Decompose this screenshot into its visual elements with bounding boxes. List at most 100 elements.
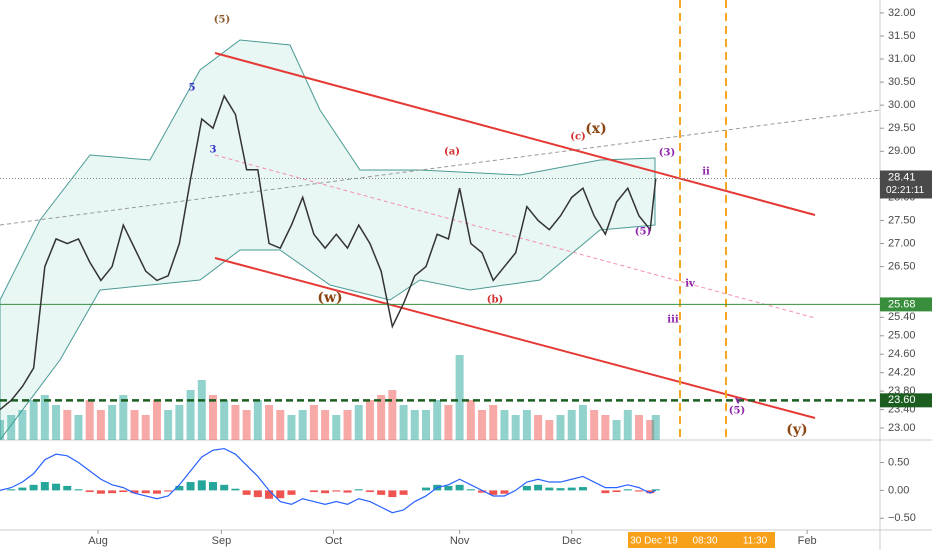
volume-bar: [197, 380, 206, 440]
macd-histogram: [175, 485, 184, 491]
macd-histogram: [578, 487, 587, 491]
volume-bar: [500, 410, 509, 440]
x-tick-label: Oct: [325, 535, 342, 547]
wave-label: 5: [189, 83, 196, 94]
macd-histogram: [612, 490, 621, 493]
volume-bar: [130, 410, 139, 440]
volume-bar: [612, 420, 621, 440]
x-tick-label: Aug: [88, 535, 108, 547]
volume-bar: [478, 410, 487, 440]
wave-label: iii: [667, 315, 679, 326]
volume-bar: [175, 405, 184, 440]
macd-tick-label: 0.50: [888, 456, 909, 468]
macd-histogram: [287, 490, 296, 495]
volume-bar: [74, 415, 83, 440]
macd-histogram: [646, 490, 655, 494]
volume-bar: [85, 400, 94, 440]
volume-bar: [377, 395, 386, 440]
channel-upper: [214, 52, 816, 216]
macd-histogram: [63, 485, 72, 491]
macd-histogram: [478, 490, 487, 493]
macd-histogram: [388, 490, 397, 498]
volume-bar: [253, 400, 262, 440]
volume-bar: [298, 410, 307, 440]
macd-histogram: [651, 489, 660, 491]
macd-histogram: [108, 490, 117, 494]
volume-bar: [220, 400, 229, 440]
volume-bar: [186, 390, 195, 440]
macd-histogram: [500, 490, 509, 494]
volume-bar: [421, 410, 430, 440]
macd-histogram: [522, 485, 531, 491]
volume-bar: [164, 410, 173, 440]
crosshair-label: 30 Dec '19: [630, 536, 678, 547]
volume-bar: [29, 400, 38, 440]
volume-bar: [601, 415, 610, 440]
wave-label: (x): [585, 121, 607, 137]
macd-histogram: [332, 490, 341, 492]
volume-bar: [455, 355, 464, 440]
y-tick-label: 31.00: [888, 53, 916, 65]
x-tick-label: Feb: [798, 535, 817, 547]
macd-histogram: [231, 488, 240, 491]
wave-label: (w): [317, 290, 342, 306]
macd-histogram: [119, 490, 128, 493]
volume-bar: [399, 405, 408, 440]
macd-histogram: [265, 490, 274, 499]
volume-bar: [466, 400, 475, 440]
volume-bar: [152, 400, 161, 440]
volume-bar: [410, 410, 419, 440]
volume-bar: [590, 410, 599, 440]
volume-bar: [231, 405, 240, 440]
wave-label: (5): [729, 406, 745, 417]
macd-histogram: [343, 490, 352, 493]
volume-bar: [287, 415, 296, 440]
volume-bar: [119, 395, 128, 440]
macd-histogram: [556, 488, 565, 491]
macd-histogram: [85, 490, 94, 493]
wave-label: 3: [210, 145, 217, 156]
macd-histogram: [377, 490, 386, 495]
wave-label: (b): [487, 295, 503, 306]
volume-bar: [52, 405, 61, 440]
volume-bar: [40, 395, 49, 440]
volume-bar: [242, 410, 251, 440]
y-tick-label: 27.50: [888, 214, 916, 226]
wave-label: (a): [444, 147, 460, 158]
channel-lower: [214, 257, 816, 419]
macd-histogram: [601, 490, 610, 494]
y-tick-label: 29.00: [888, 145, 916, 157]
macd-histogram: [197, 480, 206, 491]
x-tick-label: Nov: [450, 535, 470, 547]
volume-bar: [534, 415, 543, 440]
macd-histogram: [354, 489, 363, 491]
volume-bar: [265, 405, 274, 440]
volume-bar: [623, 410, 632, 440]
wave-label: ii: [702, 167, 710, 178]
wave-label: v: [734, 396, 742, 407]
y-tick-label: 29.50: [888, 122, 916, 134]
volume-bar: [365, 400, 374, 440]
macd-histogram: [634, 490, 643, 492]
volume-bar: [444, 405, 453, 440]
macd-histogram: [164, 490, 173, 492]
volume-bar: [511, 415, 520, 440]
wave-label: iv: [685, 279, 696, 290]
volume-bar: [208, 395, 217, 440]
y-tick-label: 24.20: [888, 367, 916, 379]
volume-bar: [108, 405, 117, 440]
macd-histogram: [96, 490, 105, 494]
macd-histogram: [7, 489, 16, 491]
macd-histogram: [141, 490, 150, 494]
macd-histogram: [40, 482, 49, 491]
volume-bar: [545, 420, 554, 440]
volume-bar: [354, 405, 363, 440]
macd-histogram: [421, 487, 430, 491]
macd-histogram: [623, 489, 632, 491]
volume-bar: [646, 420, 655, 440]
macd-histogram: [399, 490, 408, 495]
wave-label: (c): [570, 132, 586, 143]
